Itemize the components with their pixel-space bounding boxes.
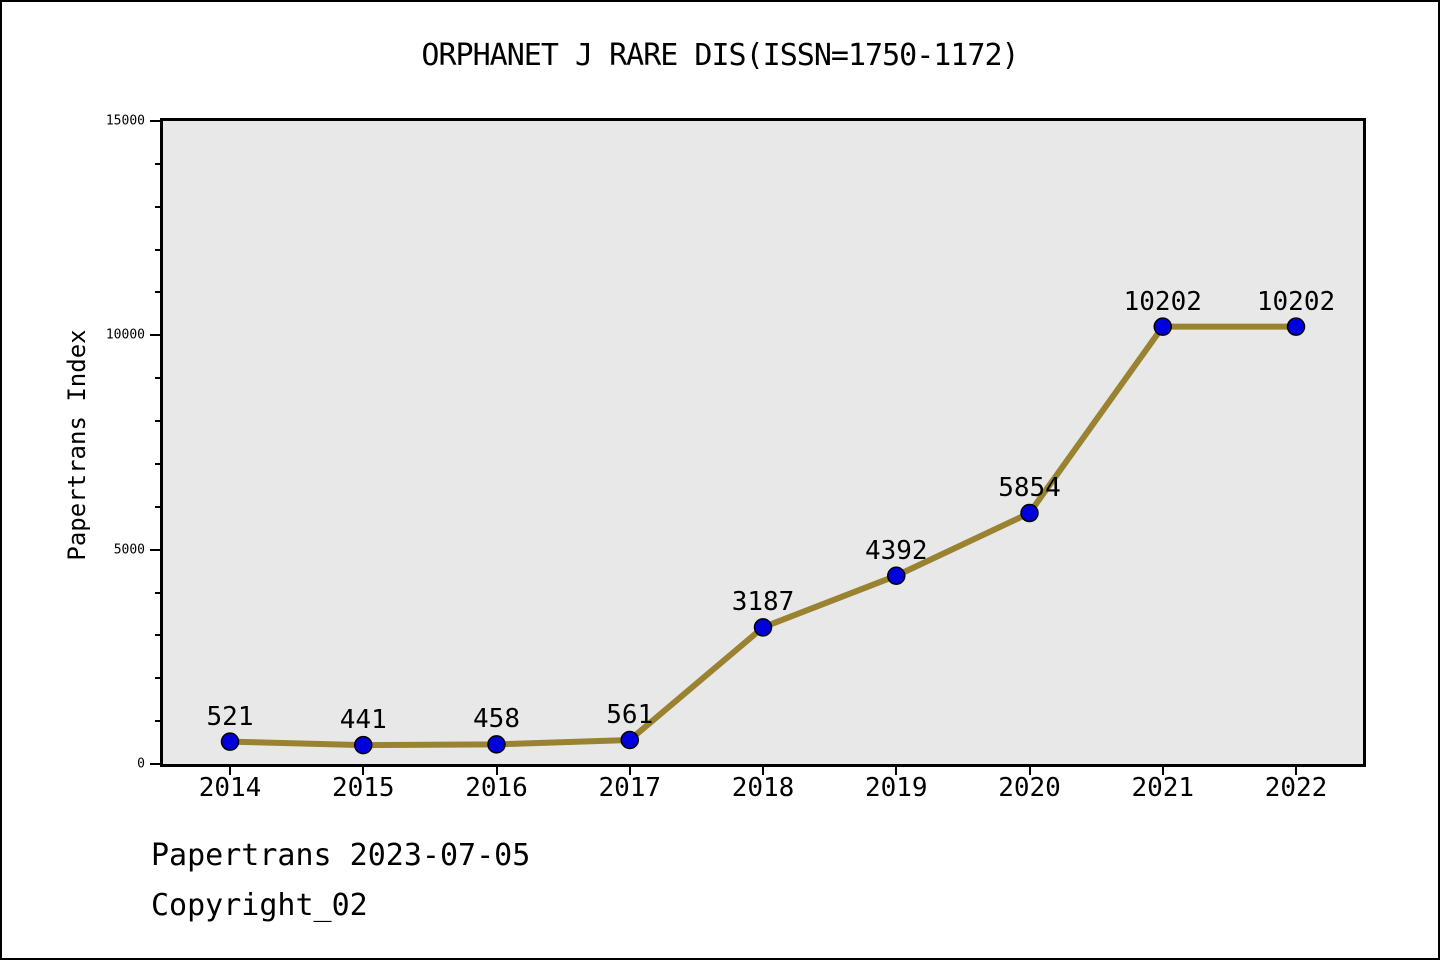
y-tick-minor xyxy=(155,677,160,680)
y-tick-minor xyxy=(155,162,160,165)
point-value-label-2016: 458 xyxy=(473,704,520,735)
footer-copyright: Copyright_02 xyxy=(151,888,368,923)
point-value-label-2015: 441 xyxy=(339,705,387,736)
series-line xyxy=(227,323,1299,749)
point-value-label-2018: 3187 xyxy=(731,587,795,618)
footer-source-date: Papertrans 2023-07-05 xyxy=(151,838,531,873)
data-point-2022 xyxy=(1286,317,1306,336)
point-value-label-2020: 5854 xyxy=(998,473,1061,504)
y-tick-label: 5000 xyxy=(113,542,145,558)
x-tick-major xyxy=(362,767,365,775)
x-tick-major xyxy=(495,767,498,775)
data-point-2021 xyxy=(1153,317,1172,336)
x-tick-label-2018: 2018 xyxy=(731,773,795,803)
x-tick-label-2019: 2019 xyxy=(864,773,928,803)
data-point-2019 xyxy=(887,566,906,585)
x-tick-major xyxy=(1161,767,1164,775)
x-tick-label-2022: 2022 xyxy=(1264,773,1328,803)
x-tick-label-2016: 2016 xyxy=(465,773,528,803)
y-tick-major xyxy=(150,763,160,765)
data-point-2015 xyxy=(354,735,373,755)
x-tick-major xyxy=(1295,767,1297,775)
y-tick-major xyxy=(150,548,160,551)
y-tick-minor xyxy=(155,377,160,380)
series-markers xyxy=(220,317,1306,755)
data-point-2017 xyxy=(620,730,639,750)
point-value-label-2021: 10202 xyxy=(1123,286,1202,317)
y-tick-major xyxy=(150,120,160,122)
data-point-2018 xyxy=(753,618,773,637)
x-tick-label-2021: 2021 xyxy=(1131,773,1195,803)
x-tick-major xyxy=(895,767,898,775)
y-tick-label: 10000 xyxy=(105,327,145,343)
y-tick-minor xyxy=(155,591,160,594)
y-tick-minor xyxy=(155,634,160,637)
y-tick-minor xyxy=(155,505,160,508)
x-tick-label-2014: 2014 xyxy=(198,773,262,803)
y-tick-minor xyxy=(155,420,160,423)
point-value-label-2022: 10202 xyxy=(1256,286,1336,317)
y-tick-label: 15000 xyxy=(105,113,145,129)
x-tick-label-2017: 2017 xyxy=(598,773,662,803)
x-tick-major xyxy=(628,767,631,775)
y-tick-major xyxy=(150,334,160,337)
data-point-2016 xyxy=(487,735,506,754)
y-tick-label: 0 xyxy=(137,756,145,772)
plot-area xyxy=(160,118,1366,767)
x-tick-label-2020: 2020 xyxy=(998,773,1061,803)
x-tick-major xyxy=(1028,767,1031,775)
y-tick-minor xyxy=(155,462,160,465)
data-point-2020 xyxy=(1020,503,1039,523)
y-tick-minor xyxy=(155,205,160,208)
point-value-label-2017: 561 xyxy=(606,699,654,730)
line-chart-canvas xyxy=(220,317,1306,755)
x-tick-label-2015: 2015 xyxy=(331,773,395,803)
y-axis-label: Papertrans Index xyxy=(63,329,91,561)
y-tick-minor xyxy=(155,720,160,723)
data-point-2014 xyxy=(220,732,240,751)
y-tick-minor xyxy=(155,291,160,294)
x-tick-major xyxy=(762,767,764,775)
y-tick-minor xyxy=(155,248,160,251)
x-tick-major xyxy=(229,767,231,775)
chart-title: ORPHANET J RARE DIS(ISSN=1750-1172) xyxy=(421,38,1019,73)
point-value-label-2014: 521 xyxy=(206,701,254,732)
point-value-label-2019: 4392 xyxy=(864,535,928,566)
